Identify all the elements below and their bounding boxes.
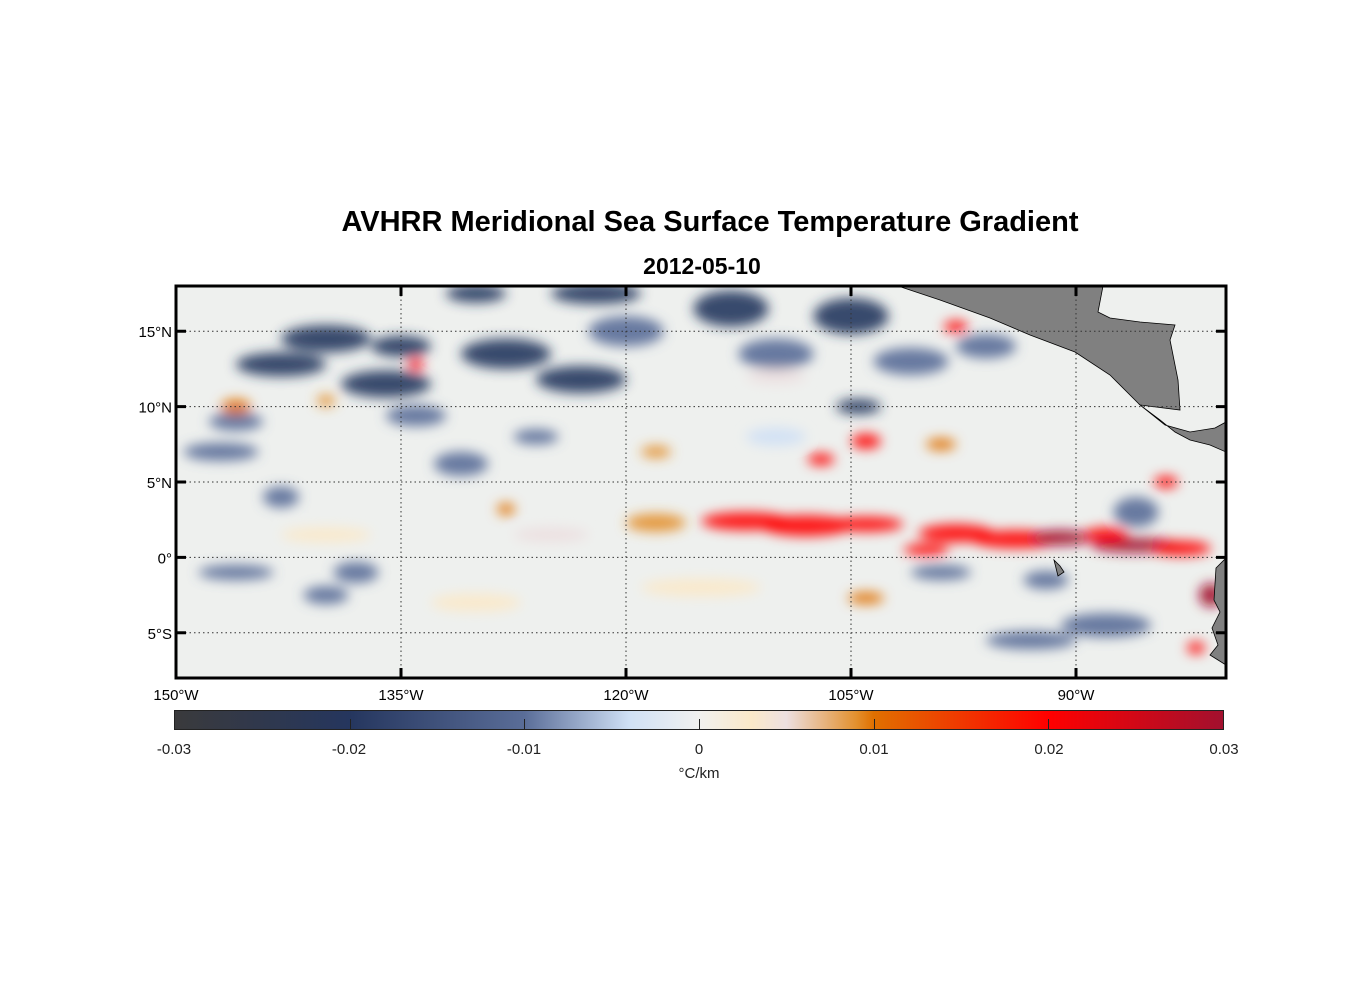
field-feature — [281, 325, 371, 353]
field-feature — [738, 338, 814, 369]
x-tick-label: 150°W — [153, 687, 199, 704]
field-feature — [198, 564, 274, 580]
field-feature — [497, 503, 515, 516]
field-feature — [1151, 540, 1211, 556]
field-feature — [641, 578, 761, 597]
y-tick-label: 0° — [158, 550, 172, 567]
field-feature — [236, 352, 326, 377]
chart-title: AVHRR Meridional Sea Surface Temperature… — [341, 206, 1079, 238]
field-feature — [944, 320, 968, 333]
field-feature — [263, 486, 299, 508]
field-feature — [371, 335, 431, 357]
y-tick-label: 15°N — [138, 324, 172, 341]
colorbar-tick-label: 0.03 — [1209, 741, 1239, 758]
colorbar-tick-mark — [524, 719, 526, 729]
field-feature — [1023, 571, 1069, 589]
colorbar-tick-label: -0.01 — [506, 741, 542, 758]
y-tick-label: 10°N — [138, 400, 172, 417]
field-feature — [341, 370, 431, 398]
chart-subtitle: 2012-05-10 — [643, 253, 761, 279]
colorbar — [174, 710, 1224, 730]
field-feature — [746, 368, 806, 384]
field-feature — [746, 427, 806, 446]
colorbar-tick-label: -0.03 — [156, 741, 192, 758]
colorbar-tick-label: 0 — [694, 741, 704, 758]
colorbar-label: °C/km — [678, 765, 720, 782]
field-feature — [1113, 497, 1159, 528]
field-feature — [828, 516, 904, 532]
x-tick-label: 120°W — [603, 687, 649, 704]
field-feature — [813, 298, 889, 335]
field-feature — [956, 334, 1016, 359]
field-feature — [434, 451, 488, 476]
colorbar-tick-mark — [699, 719, 700, 729]
field-feature — [431, 593, 521, 612]
field-feature — [851, 433, 881, 449]
field-feature — [1061, 613, 1151, 638]
field-feature — [408, 358, 424, 371]
field-feature — [551, 286, 641, 305]
field-feature — [536, 365, 626, 393]
field-feature — [317, 394, 335, 407]
field-feature — [873, 347, 949, 375]
field-feature — [461, 338, 551, 369]
field-feature — [836, 399, 881, 415]
map-background — [176, 286, 1226, 678]
field-feature — [1031, 530, 1091, 546]
field-feature — [446, 286, 506, 303]
sst-gradient-field — [183, 286, 1223, 654]
field-feature — [626, 513, 686, 532]
land-central-america — [897, 286, 1226, 453]
field-feature — [986, 631, 1076, 650]
field-feature — [903, 543, 949, 556]
x-tick-label: 105°W — [828, 687, 874, 704]
colorbar-tick-mark — [349, 719, 351, 729]
field-feature — [761, 515, 851, 537]
field-feature — [1187, 641, 1205, 654]
field-feature — [848, 592, 884, 605]
field-feature — [209, 412, 263, 431]
y-tick-label: 5°S — [148, 626, 172, 643]
field-feature — [641, 445, 671, 458]
land-galapagos — [1053, 558, 1065, 577]
field-feature — [926, 438, 956, 451]
field-feature — [386, 405, 446, 427]
field-feature — [183, 442, 259, 461]
field-feature — [303, 586, 349, 605]
field-feature — [513, 527, 589, 543]
colorbar-tick-label: 0.02 — [1034, 741, 1064, 758]
colorbar-tick-label: -0.02 — [331, 741, 367, 758]
axis-ticks: 150°W 135°W 120°W 105°W 90°W 15°N 10°N 5°N 0° 5°S — [138, 286, 1226, 704]
x-tick-label: 90°W — [1058, 687, 1096, 704]
land — [897, 286, 1226, 666]
colorbar-tick-mark — [1048, 719, 1050, 729]
field-feature — [807, 453, 835, 466]
field-feature — [281, 527, 371, 543]
y-tick-label: 5°N — [147, 475, 172, 492]
field-feature — [911, 564, 971, 580]
colorbar-tick-label: 0.01 — [859, 741, 889, 758]
land-south-america — [1209, 557, 1226, 666]
field-feature — [693, 290, 769, 327]
field-feature — [333, 561, 379, 583]
field-feature — [1083, 527, 1129, 543]
colorbar-tick-mark — [873, 719, 875, 729]
field-feature — [513, 429, 559, 445]
x-tick-label: 135°W — [378, 687, 424, 704]
